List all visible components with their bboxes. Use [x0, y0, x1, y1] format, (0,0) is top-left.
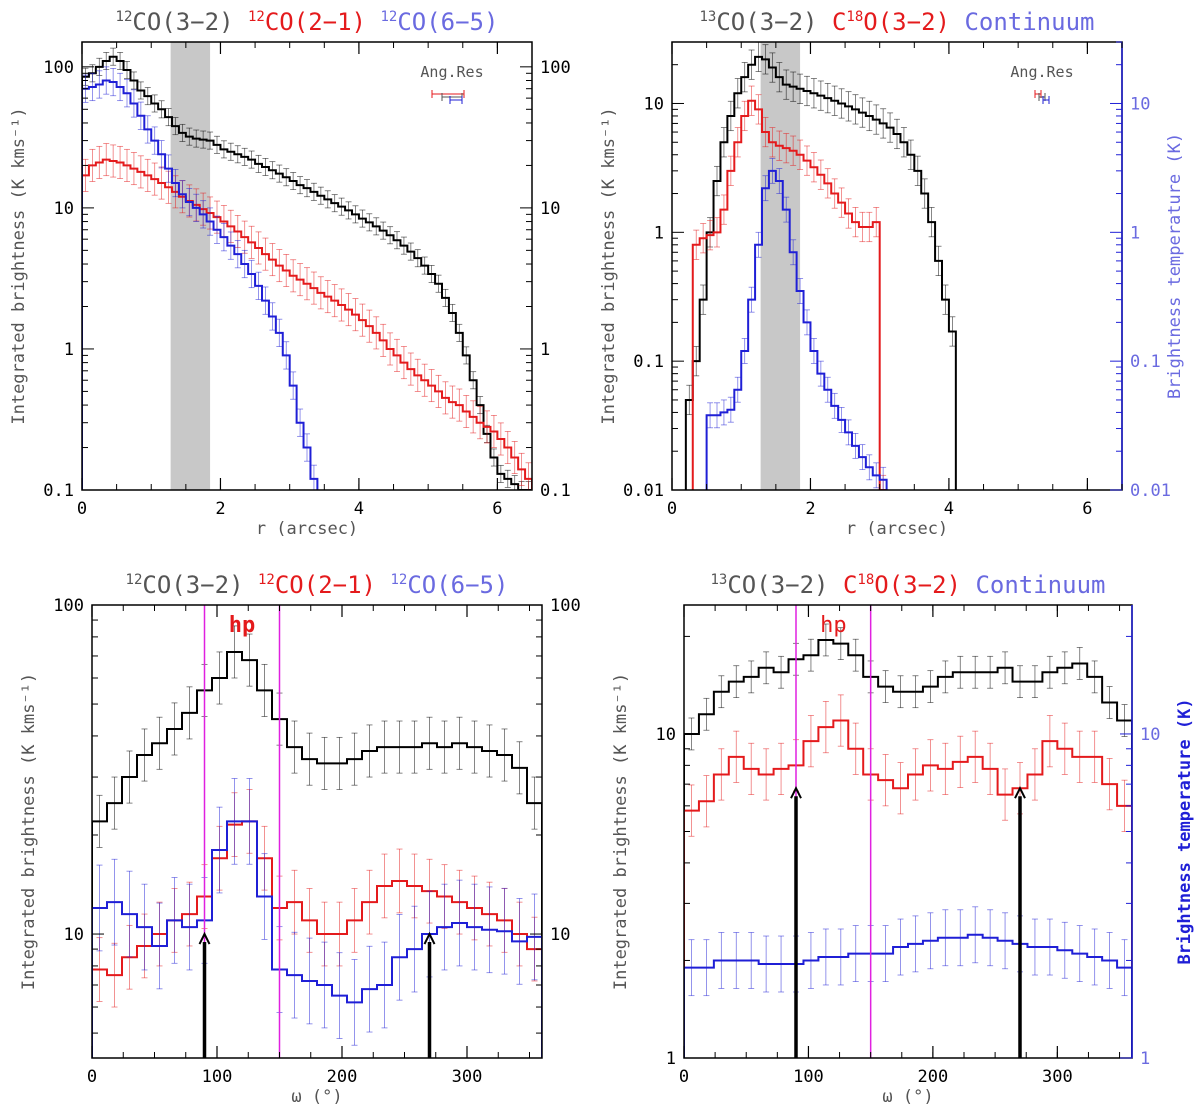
- chart-title: 13CO(3−2) C18O(3−2) Continuum: [711, 571, 1106, 599]
- arrow: [1014, 785, 1026, 1058]
- x-axis-label: r (arcsec): [846, 519, 948, 539]
- hp-label: hp: [820, 613, 847, 638]
- y-tick-label: 10: [54, 199, 74, 219]
- series-black: [684, 623, 1132, 1058]
- y-tick-label: 10: [656, 725, 676, 745]
- x-tick-label: 0: [87, 1067, 97, 1087]
- y-axis-label: Integrated brightness (K kms⁻¹): [599, 107, 619, 424]
- shaded-region: [170, 42, 211, 490]
- arrow: [790, 785, 802, 1058]
- step-line: [684, 638, 1132, 1058]
- x-tick-label: 6: [492, 499, 502, 519]
- x-axis-label: ω (°): [882, 1087, 933, 1107]
- step-line: [82, 55, 532, 490]
- plot-frame: [81, 41, 533, 491]
- y-tick-label: 100: [53, 596, 84, 616]
- x-tick-label: 0: [679, 1067, 689, 1087]
- x-tick-label: 4: [944, 499, 954, 519]
- step-line: [92, 820, 542, 1058]
- step-line: [92, 650, 542, 1058]
- series-red: [684, 694, 1132, 1058]
- step-line: [684, 719, 1132, 1058]
- x-tick-label: 2: [215, 499, 225, 519]
- plot-frame: [91, 604, 543, 1059]
- y-right-tick-label: 10: [1140, 725, 1160, 745]
- y-axis-label: Integrated brightness (K kms⁻¹): [611, 673, 631, 990]
- x-tick-label: 0: [667, 499, 677, 519]
- y-tick-label: 0.01: [623, 481, 664, 501]
- y-right-tick-label: 10: [540, 199, 560, 219]
- series-black: [82, 47, 532, 490]
- y-right-tick-label: 0.1: [1130, 352, 1161, 372]
- step-line: [82, 79, 319, 490]
- y-right-tick-label: 100: [550, 596, 581, 616]
- y-right-tick-label: 1: [1130, 223, 1140, 243]
- x-tick-label: 300: [1042, 1067, 1073, 1087]
- y-tick-label: 100: [43, 58, 74, 78]
- series-blue: [684, 906, 1132, 1058]
- y-right-tick-label: 100: [540, 58, 571, 78]
- y-right-axis-label: Brightness temperature (K): [1165, 133, 1185, 399]
- shaded-region: [760, 42, 801, 490]
- y-tick-label: 10: [64, 925, 84, 945]
- y-tick-label: 0.1: [633, 352, 664, 372]
- y-tick-label: 1: [64, 340, 74, 360]
- y-right-tick-label: 1: [540, 340, 550, 360]
- y-tick-label: 1: [654, 223, 664, 243]
- y-right-tick-label: 0.1: [540, 481, 571, 501]
- step-line: [82, 158, 532, 490]
- y-right-tick-label: 1: [1140, 1049, 1150, 1069]
- panel-top-right: Ang.Res 0 2 4 6 0.01 0.01 0.1 0.1 1 1 10 10 r (arcsec…: [599, 8, 1185, 539]
- plot-frame: [671, 41, 1123, 491]
- x-tick-label: 4: [354, 499, 364, 519]
- arrow: [198, 931, 211, 1058]
- y-axis-label: Integrated brightness (K kms⁻¹): [9, 107, 29, 424]
- chart-title: 13CO(3−2) C18O(3−2) Continuum: [700, 8, 1095, 36]
- series-blue: [92, 778, 542, 1058]
- y-tick-label: 0.1: [43, 481, 74, 501]
- x-axis-label: ω (°): [291, 1087, 342, 1107]
- panel-bottom-left: hp 0 100 200 300 10 10 100 100 ω (°) Integrated br…: [19, 571, 581, 1107]
- y-right-tick-label: 10: [550, 925, 570, 945]
- chart-title: 12CO(3−2) 12CO(2−1) 12CO(6−5): [116, 8, 499, 36]
- y-right-tick-label: 10: [1130, 94, 1150, 114]
- step-line: [691, 99, 887, 490]
- y-axis-label: Integrated brightness (K kms⁻¹): [19, 673, 39, 990]
- series-red: [82, 143, 532, 490]
- chart-title: 12CO(3−2) 12CO(2−1) 12CO(6−5): [126, 571, 509, 599]
- y-right-axis-label: Brightness temperature (K): [1175, 698, 1195, 964]
- y-tick-label: 10: [644, 94, 664, 114]
- x-tick-label: 200: [327, 1067, 358, 1087]
- x-axis-label: r (arcsec): [256, 519, 358, 539]
- ang-res-label: Ang.Res: [420, 63, 483, 81]
- series-black: [92, 625, 542, 1058]
- x-tick-label: 2: [805, 499, 815, 519]
- y-right-tick-label: 0.01: [1130, 481, 1171, 501]
- y-tick-label: 1: [666, 1049, 676, 1069]
- panel-top-left: Ang.Res 0 2 4 6 0.1 0.1 1 1 10 10 100 100 r (arcsec) I…: [9, 8, 571, 539]
- x-tick-label: 100: [202, 1067, 233, 1087]
- step-line: [684, 933, 1132, 1058]
- step-line: [705, 169, 888, 490]
- x-tick-label: 0: [77, 499, 87, 519]
- series-black: [684, 42, 957, 490]
- hp-label: hp: [229, 613, 256, 638]
- x-tick-label: 200: [918, 1067, 949, 1087]
- series-blue: [705, 157, 888, 490]
- x-tick-label: 100: [793, 1067, 824, 1087]
- arrow: [423, 931, 436, 1058]
- ang-res-label: Ang.Res: [1010, 63, 1073, 81]
- series-blue: [82, 66, 319, 490]
- series-red: [691, 85, 887, 490]
- step-line: [684, 55, 957, 490]
- x-tick-label: 300: [452, 1067, 483, 1087]
- x-tick-label: 6: [1082, 499, 1092, 519]
- panel-bottom-right: hp 0 100 200 300 1 1 10 10 ω (°) Integrated bright…: [611, 571, 1195, 1107]
